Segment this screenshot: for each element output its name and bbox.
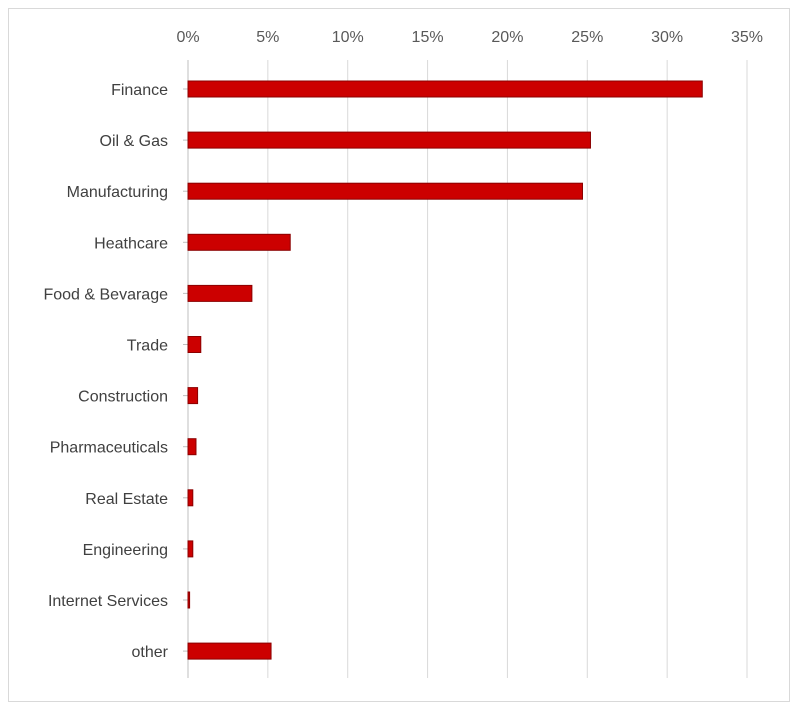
x-tick-label: 15% bbox=[412, 29, 444, 46]
bar-manufacturing bbox=[187, 182, 583, 200]
bar-other bbox=[187, 642, 272, 660]
bar-internet-services bbox=[187, 591, 191, 609]
category-label: Heathcare bbox=[94, 235, 168, 252]
category-label: Internet Services bbox=[48, 593, 168, 610]
x-tick-label: 0% bbox=[176, 29, 199, 46]
category-label: Food & Bevarage bbox=[43, 286, 168, 303]
x-tick-label: 30% bbox=[651, 29, 683, 46]
x-tick-label: 10% bbox=[332, 29, 364, 46]
bar-construction bbox=[187, 387, 199, 405]
bar-trade bbox=[187, 336, 202, 353]
category-label: Trade bbox=[127, 338, 168, 355]
bar-real-estate bbox=[187, 489, 194, 507]
bar-food-bevarage bbox=[187, 284, 253, 302]
chart-frame bbox=[8, 8, 790, 702]
category-label: Real Estate bbox=[85, 491, 168, 508]
x-tick-label: 35% bbox=[731, 29, 763, 46]
x-tick-label: 20% bbox=[491, 29, 523, 46]
x-tick-label: 5% bbox=[256, 29, 279, 46]
category-label: Engineering bbox=[83, 542, 168, 559]
category-label: Finance bbox=[111, 82, 168, 99]
bar-oil-gas bbox=[187, 131, 591, 149]
bar-pharmaceuticals bbox=[187, 438, 197, 456]
category-label: other bbox=[132, 644, 169, 661]
bar-finance bbox=[187, 80, 703, 98]
bar-heathcare bbox=[187, 233, 291, 251]
bar-engineering bbox=[187, 540, 194, 558]
x-tick-label: 25% bbox=[571, 29, 603, 46]
category-label: Oil & Gas bbox=[100, 133, 168, 150]
category-label: Pharmaceuticals bbox=[50, 440, 168, 457]
category-label: Construction bbox=[78, 389, 168, 406]
category-label: Manufacturing bbox=[67, 184, 168, 201]
